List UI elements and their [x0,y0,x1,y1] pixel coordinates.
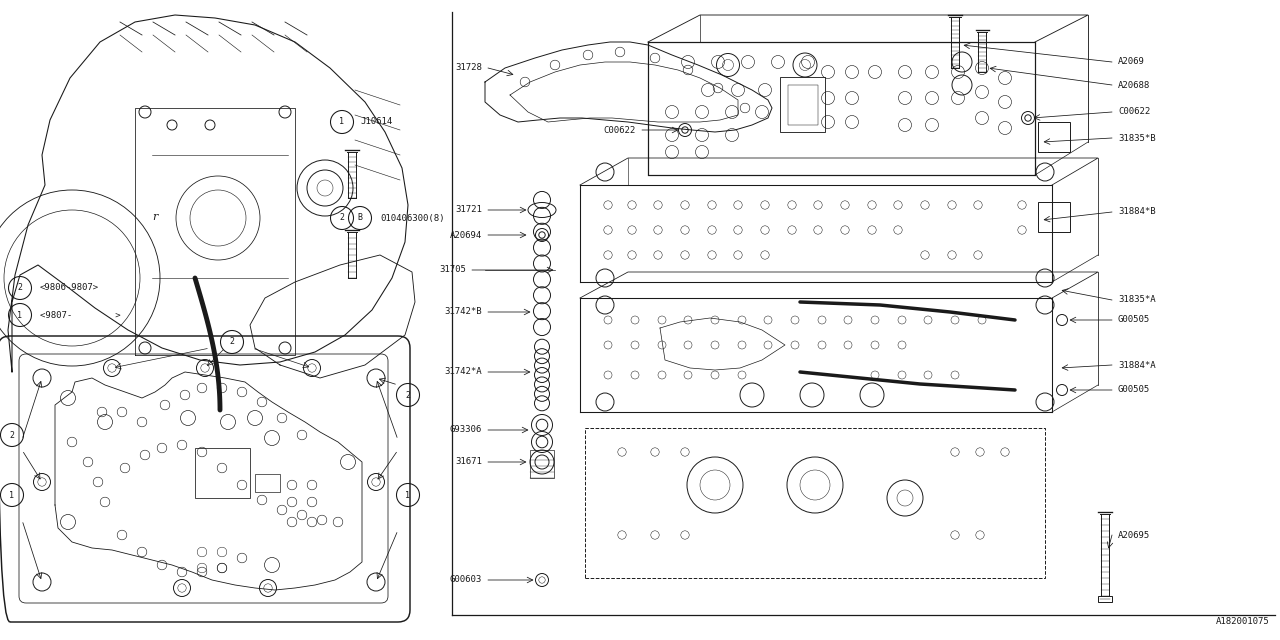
Bar [1038,122,1070,152]
Text: 2: 2 [9,431,14,440]
Text: 31835*B: 31835*B [1117,134,1156,143]
Text: 2: 2 [18,284,23,292]
Text: 31835*A: 31835*A [1117,296,1156,305]
Text: G93306: G93306 [449,426,483,435]
Bar [1038,202,1070,232]
Text: G00603: G00603 [449,575,483,584]
Text: 010406300(8): 010406300(8) [380,214,444,223]
Text: 31705: 31705 [439,266,466,275]
Text: G00505: G00505 [1117,316,1151,324]
Text: <9806-9807>: <9806-9807> [40,284,99,292]
Text: A182001075: A182001075 [1216,618,1270,627]
Bar [195,448,250,498]
Text: r: r [152,212,157,222]
Bar [585,428,1044,578]
Text: 1: 1 [406,490,411,499]
Text: A20688: A20688 [1117,81,1151,90]
Text: <9807-        >: <9807- > [40,310,120,319]
Bar [255,474,280,492]
Text: A20694: A20694 [449,230,483,239]
Text: 31721: 31721 [456,205,483,214]
Text: 31742*A: 31742*A [444,367,483,376]
Text: 1: 1 [9,490,14,499]
Bar [780,77,826,132]
Text: G00505: G00505 [1117,385,1151,394]
Text: 31884*B: 31884*B [1117,207,1156,216]
Text: 2: 2 [339,214,344,223]
Bar [530,450,554,478]
Text: 1: 1 [339,118,344,127]
Text: 31728: 31728 [456,63,483,72]
Text: 31671: 31671 [456,458,483,467]
Text: B: B [357,214,362,223]
Text: 31884*A: 31884*A [1117,360,1156,369]
Bar [788,85,818,125]
Text: 2: 2 [229,337,234,346]
Text: A20695: A20695 [1117,531,1151,540]
Text: 31742*B: 31742*B [444,307,483,317]
Text: A2069: A2069 [1117,58,1144,67]
Text: C00622: C00622 [604,125,636,134]
Bar [1097,596,1112,602]
Text: 2: 2 [406,390,411,399]
Text: C00622: C00622 [1117,108,1151,116]
Text: J10614: J10614 [360,118,392,127]
Text: 1: 1 [18,310,23,319]
